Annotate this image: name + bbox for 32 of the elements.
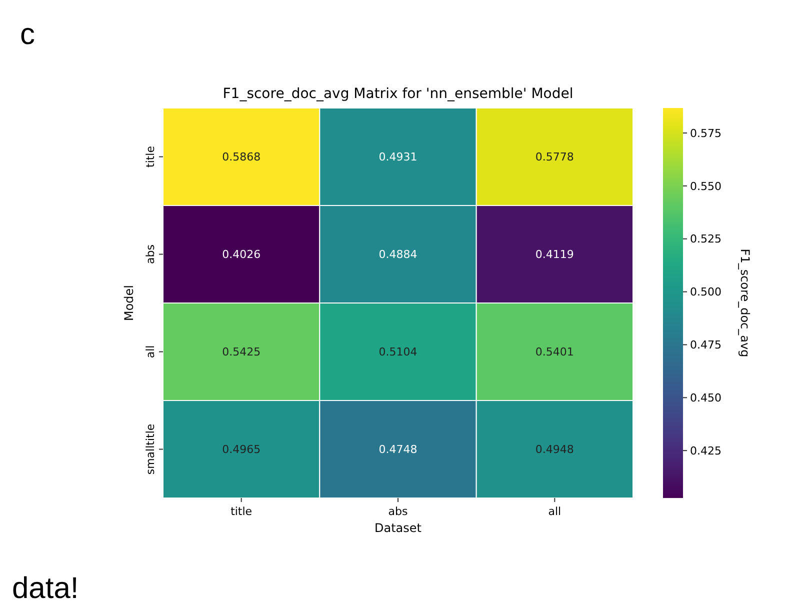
chart-title: F1_score_doc_avg Matrix for 'nn_ensemble' Model — [222, 86, 574, 102]
color-bar-label: 0.575 — [690, 126, 722, 140]
color-bar-label: 0.525 — [690, 232, 722, 246]
color-bar-label: 0.550 — [690, 180, 722, 193]
x-tick-label: title — [230, 505, 252, 518]
x-axis-title: Dataset — [374, 521, 422, 535]
x-tick-label: abs — [388, 505, 408, 518]
data-label: 0.5868 — [222, 150, 261, 164]
y-tick-label: abs — [144, 244, 157, 264]
color-bar-title: F1_score_doc_avg — [738, 248, 752, 358]
data-label: 0.4748 — [378, 443, 418, 456]
data-label: 0.4119 — [535, 248, 574, 262]
color-bar-label: 0.475 — [690, 338, 722, 352]
color-bar-label: 0.500 — [690, 286, 722, 299]
data-label: 0.5778 — [535, 150, 574, 164]
y-tick-label: all — [144, 345, 157, 358]
data-label: 0.4965 — [222, 443, 261, 456]
data-label: 0.4931 — [378, 150, 418, 164]
x-tick-label: all — [548, 505, 562, 518]
text: c — [20, 18, 35, 51]
y-axis-title: Model — [122, 284, 136, 322]
data-label: 0.4026 — [222, 248, 261, 262]
data-label: 0.4884 — [378, 248, 418, 262]
data-label: 0.5104 — [378, 346, 418, 359]
y-tick-label: title — [144, 146, 157, 168]
y-tick-label: smalltitle — [144, 424, 157, 475]
text: data! — [12, 572, 79, 605]
color-bar-label: 0.425 — [690, 444, 722, 458]
data-label: 0.5425 — [222, 346, 261, 359]
data-label: 0.4948 — [535, 443, 574, 456]
data-label: 0.5401 — [535, 346, 574, 359]
color-bar-label: 0.450 — [690, 391, 722, 404]
